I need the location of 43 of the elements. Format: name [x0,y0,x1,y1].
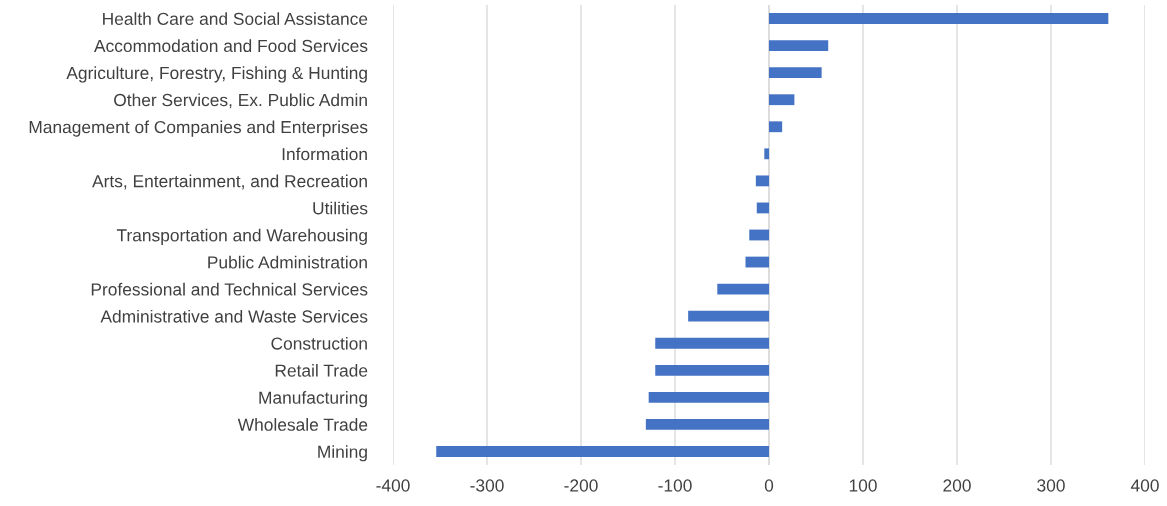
x-tick-label: 0 [764,479,774,492]
y-tick-label: Construction [271,336,367,350]
bar [769,121,783,133]
x-tick-label: 300 [1037,479,1065,492]
y-tick-label: Professional and Technical Services [91,282,368,296]
bar [764,148,769,160]
bar [756,202,769,214]
y-tick-label: Administrative and Waste Services [100,309,368,323]
y-tick-label: Manufacturing [259,391,367,408]
y-tick-label: Other Services, Ex. Public Admin [114,93,367,109]
bar [436,446,769,457]
y-tick-label: Transportation and Warehousing [116,228,367,245]
bar [749,229,769,241]
bar [769,40,829,51]
x-tick-label: -100 [658,479,692,492]
bar [745,256,769,268]
y-tick-label: Retail Trade [275,364,368,377]
y-tick-label: Information [282,147,367,161]
x-tick-label: -300 [470,479,504,492]
bar [645,419,769,430]
y-tick-label: Health Care and Social Assistance [103,12,368,25]
y-tick-label: Accommodation and Food Services [94,39,368,53]
bar [769,67,822,79]
y-tick-label: Agriculture, Forestry, Fishing & Hunting [66,66,367,83]
x-tick-label: 400 [1130,479,1159,492]
x-tick-label: -400 [376,479,410,492]
bar [648,391,769,403]
y-tick-label: Utilities [313,201,368,215]
bar [688,310,769,322]
bar [655,337,769,349]
bar [769,94,795,106]
x-tick-label: -200 [564,479,598,492]
y-tick-label: Arts, Entertainment, and Recreation [92,174,367,190]
y-tick-label: Management of Companies and Enterprises [29,120,368,137]
y-tick-label: Wholesale Trade [237,418,368,431]
y-tick-label: Mining [318,445,367,462]
bar [655,364,769,376]
bar [769,13,1109,24]
y-tick-label: Public Administration [208,255,367,269]
x-tick-label: 200 [943,479,971,492]
bar [755,175,769,187]
bar [717,283,769,295]
x-tick-label: 100 [849,479,877,492]
